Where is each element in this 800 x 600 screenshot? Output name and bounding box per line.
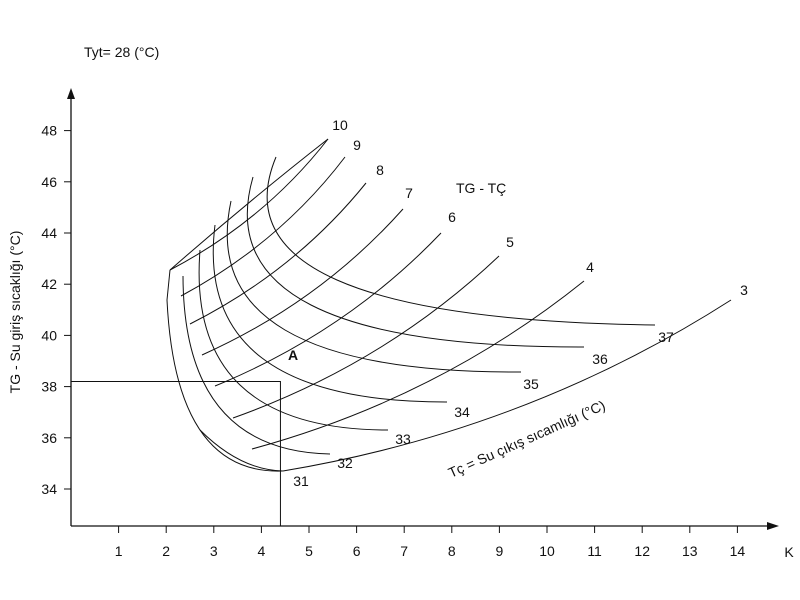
outlet-curve: [266, 156, 656, 326]
x-tick-label: 11: [587, 543, 602, 559]
range-curve-label: 5: [506, 234, 514, 250]
x-axis-label: K: [784, 544, 794, 560]
y-ticks: 34 36 38 40 42 44 46 48: [41, 123, 71, 497]
outlet-curve-label: 32: [337, 455, 353, 471]
x-tick-label: 2: [162, 543, 170, 559]
range-curves: [169, 138, 732, 472]
range-curve-label: 6: [448, 209, 456, 225]
y-tick-label: 46: [41, 174, 57, 190]
x-tick-label: 9: [496, 543, 504, 559]
outlet-curve: [198, 249, 389, 431]
x-tick-label: 6: [353, 543, 361, 559]
y-axis-arrow-icon: [67, 88, 75, 99]
point-a-guide-line: [71, 380, 281, 526]
outlet-curves: [166, 138, 656, 472]
x-ticks: 1 2 3 4 5 6 7 8 9 10 11 12 13 14: [115, 526, 746, 559]
outlet-family-label: Tç = Su çıkış sıcamlığı (°C): [446, 397, 608, 481]
range-curve: [201, 208, 404, 356]
outlet-curve: [212, 224, 448, 403]
y-tick-label: 44: [41, 225, 57, 241]
x-tick-label: 3: [210, 543, 218, 559]
outlet-curve-label: 37: [658, 329, 674, 345]
outlet-curve-label: 33: [395, 431, 411, 447]
y-tick-label: 38: [41, 379, 57, 395]
outlet-labels: 31 32 33 34 35 36 37: [293, 329, 674, 489]
point-a-guides: [71, 380, 281, 526]
range-curve-label: 4: [586, 259, 594, 275]
header-label: Tyt= 28 (°C): [84, 44, 159, 60]
y-tick-label: 34: [41, 481, 57, 497]
range-curve: [282, 299, 732, 472]
range-curve: [232, 255, 500, 419]
x-tick-label: 10: [539, 543, 555, 559]
point-a-label: A: [288, 347, 298, 363]
range-labels: 3 4 5 6 7 89 10: [332, 117, 748, 298]
outlet-curve-label: 31: [293, 473, 309, 489]
outlet-curve: [166, 299, 283, 472]
nomogram-border: [166, 138, 329, 472]
y-tick-label: 42: [41, 276, 57, 292]
x-tick-label: 14: [730, 543, 746, 559]
x-tick-label: 5: [305, 543, 313, 559]
outlet-curve: [246, 176, 585, 348]
outlet-curve-label: 35: [523, 376, 539, 392]
y-tick-label: 48: [41, 123, 57, 139]
range-curve: [189, 182, 367, 325]
range-curve-label: 8: [376, 162, 384, 178]
outlet-curve: [226, 200, 522, 373]
x-tick-label: 8: [448, 543, 456, 559]
x-axis-arrow-icon: [767, 522, 779, 530]
range-curve-label: 10: [332, 117, 348, 133]
axes: [67, 88, 779, 530]
x-tick-label: 7: [400, 543, 408, 559]
y-axis-label: TG - Su giriş sıcaklığı (°C): [7, 231, 23, 394]
x-tick-label: 12: [634, 543, 650, 559]
x-tick-label: 4: [258, 543, 266, 559]
x-tick-label: 1: [115, 543, 123, 559]
x-tick-label: 13: [682, 543, 698, 559]
range-curve: [214, 232, 442, 387]
range-curve-label: 9: [353, 137, 361, 153]
y-tick-label: 40: [41, 327, 57, 343]
outlet-curve: [182, 275, 331, 455]
range-curve: [180, 156, 346, 297]
range-curve: [169, 138, 329, 271]
outlet-curve-label: 36: [592, 351, 608, 367]
y-tick-label: 36: [41, 430, 57, 446]
range-curve: [251, 280, 585, 450]
outlet-curve-label: 34: [454, 404, 470, 420]
curve-family-label: TG - TÇ: [456, 180, 506, 196]
range-curve-label: 3: [740, 282, 748, 298]
range-curve-label: 7: [405, 185, 413, 201]
